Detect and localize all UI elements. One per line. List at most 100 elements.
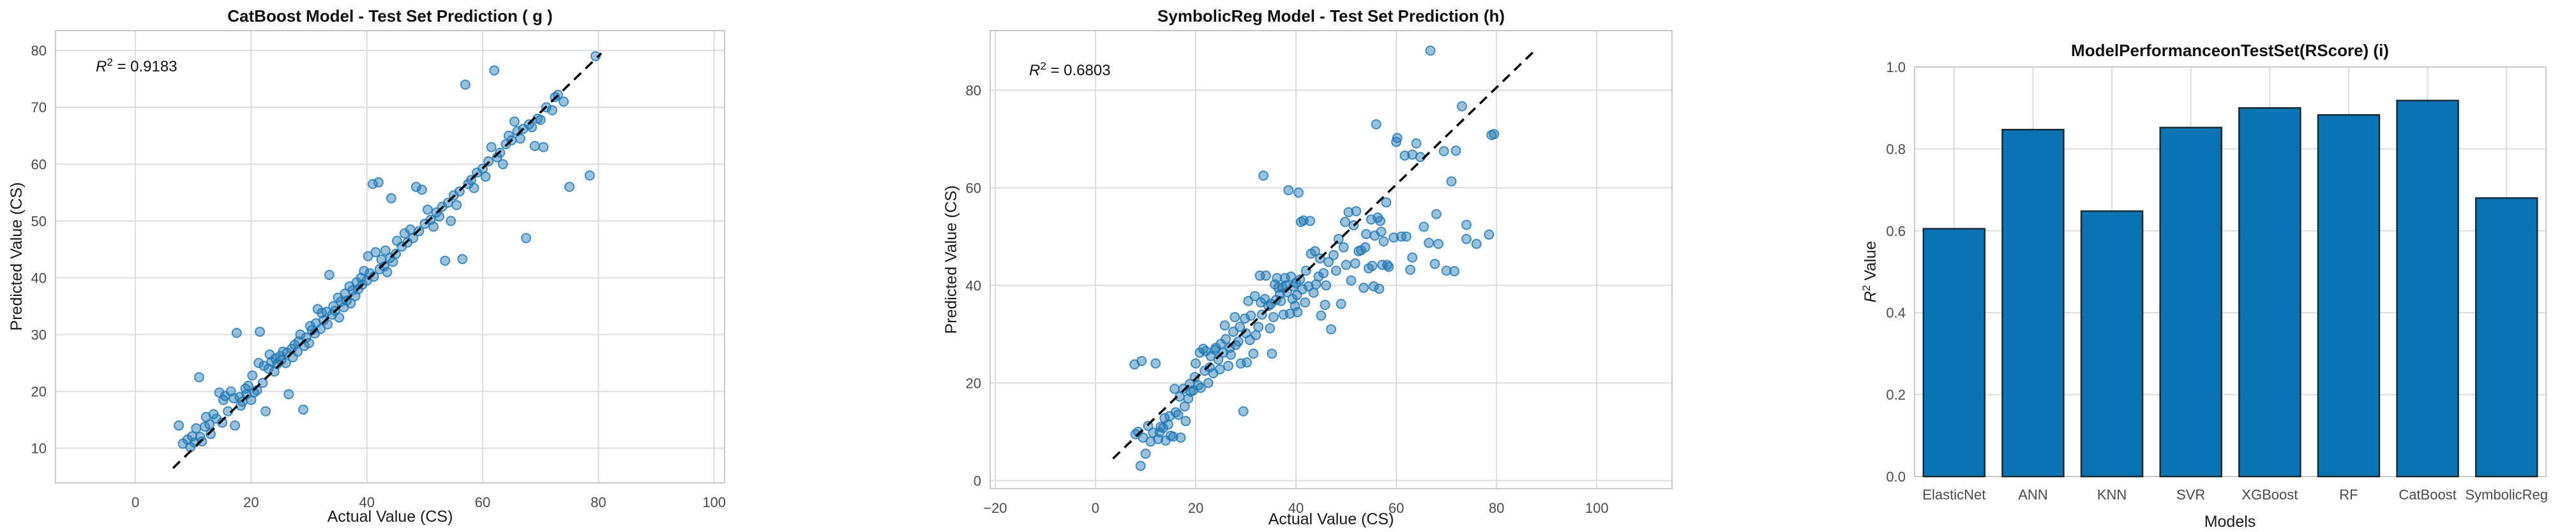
identity-line: [1112, 50, 1535, 460]
scatter-point: [304, 337, 315, 348]
scatter-point: [1401, 231, 1412, 242]
scatter-point: [546, 105, 557, 115]
scatter-point: [1249, 291, 1260, 302]
catboost-x-axis-label: Actual Value (CS): [328, 508, 453, 526]
scatter-point: [1295, 274, 1306, 285]
scatter-point: [359, 265, 370, 276]
scatter-point: [217, 417, 228, 428]
scatter-point: [1383, 262, 1394, 272]
scatter-point: [480, 171, 491, 182]
scatter-point: [1343, 207, 1354, 218]
plot-border: [55, 30, 725, 484]
x-category-label: ElasticNet: [1922, 487, 1985, 503]
y-tick-label: 40: [966, 277, 981, 293]
scatter-point: [1233, 336, 1244, 347]
x-category-label: KNN: [2097, 487, 2127, 503]
scatter-point: [1140, 448, 1151, 459]
y-tick-label: 0.8: [1886, 141, 1906, 157]
scatter-point: [1381, 197, 1392, 208]
scatter-point: [497, 159, 508, 170]
scatter-point: [1135, 461, 1146, 471]
x-tick-label: 0: [1092, 500, 1099, 516]
scatter-point: [558, 96, 569, 107]
y-tick-label: 80: [966, 82, 981, 98]
scatter-point: [408, 233, 419, 244]
catboost-r2-annotation: R2 = 0.9183: [96, 56, 177, 75]
scatter-point: [457, 254, 468, 265]
scatter-point: [434, 211, 445, 222]
scatter-point: [345, 298, 356, 309]
catboost-chart-title: CatBoost Model - Test Set Prediction ( g…: [227, 6, 552, 26]
r2-value-text: = 0.6803: [1046, 62, 1111, 79]
scatter-point: [1190, 358, 1201, 369]
scatter-point: [1180, 416, 1191, 427]
scatter-point: [1389, 232, 1399, 243]
catboost-scatter-panel: 0 20 40 60 80 100 10 20 30 40 50 60 70 80: [31, 30, 726, 510]
scatter-point: [283, 389, 294, 400]
y-tick-label: 0.6: [1886, 223, 1906, 239]
scatter-point: [1399, 150, 1410, 161]
scatter-point: [1203, 378, 1214, 388]
bar: [2001, 128, 2065, 478]
scatter-point: [1313, 271, 1324, 282]
scatter-point: [1253, 321, 1264, 332]
x-category-label: SVR: [2176, 487, 2205, 503]
scatter-point: [1433, 239, 1444, 249]
scatter-point: [440, 255, 451, 266]
y-tick-label: 70: [31, 100, 47, 115]
y-tick-label: 1.0: [1886, 59, 1906, 75]
scatter-point: [1350, 258, 1360, 269]
scatter-point: [1471, 239, 1482, 249]
y-tick-label: 50: [31, 213, 47, 229]
r2-value-text: = 0.9183: [113, 58, 177, 75]
scatter-point: [380, 245, 391, 256]
scatter-point: [191, 423, 202, 434]
scatter-point: [469, 182, 479, 193]
bar: [2317, 114, 2381, 478]
x-tick-label: 0: [132, 494, 139, 510]
scatter-point: [1225, 349, 1236, 360]
x-tick-label: 60: [475, 494, 490, 510]
x-category-label: XGBoost: [2241, 487, 2298, 503]
scatter-point: [295, 329, 306, 340]
scatter-point: [529, 140, 540, 151]
scatter-point: [1293, 187, 1304, 198]
scatter-point: [1371, 119, 1382, 129]
x-category-label: ANN: [2018, 487, 2047, 503]
scatter-point: [1175, 432, 1186, 443]
scatter-point: [1341, 260, 1352, 270]
y-tick-label: 20: [966, 375, 981, 391]
r-exponent: 2: [1860, 285, 1872, 291]
scatter-point: [416, 184, 427, 195]
r-symbol: R: [1029, 62, 1040, 79]
scatter-point: [1323, 256, 1334, 267]
scatter-point: [1163, 419, 1173, 430]
r-symbol: R: [96, 58, 107, 75]
scatter-point: [1248, 348, 1259, 359]
scatter-point: [1339, 216, 1350, 227]
bar: [1922, 228, 1986, 478]
bar: [2159, 126, 2222, 478]
scatter-point: [1338, 242, 1349, 253]
scatter-point: [538, 142, 549, 152]
plot-border: [1914, 66, 2547, 477]
scatter-point: [1367, 260, 1378, 271]
scatter-point: [460, 79, 471, 90]
scatter-point: [451, 200, 462, 211]
scatter-point: [1258, 170, 1269, 181]
scatter-point: [1235, 321, 1246, 332]
scatter-point: [243, 380, 253, 391]
scatter-point: [1284, 308, 1295, 319]
x-tick-label: 40: [1288, 500, 1304, 516]
symbolicreg-chart-title: SymbolicReg Model - Test Set Prediction …: [1157, 6, 1505, 26]
x-tick-label: 100: [702, 494, 726, 510]
scatter-point: [1292, 307, 1303, 318]
scatter-point: [1173, 410, 1184, 420]
scatter-point: [1489, 129, 1500, 140]
scatter-point: [1309, 246, 1320, 256]
scatter-point: [527, 122, 538, 133]
scatter-point: [1374, 283, 1385, 294]
scatter-point: [1359, 283, 1369, 293]
scatter-point: [301, 332, 312, 343]
scatter-point: [257, 378, 268, 388]
